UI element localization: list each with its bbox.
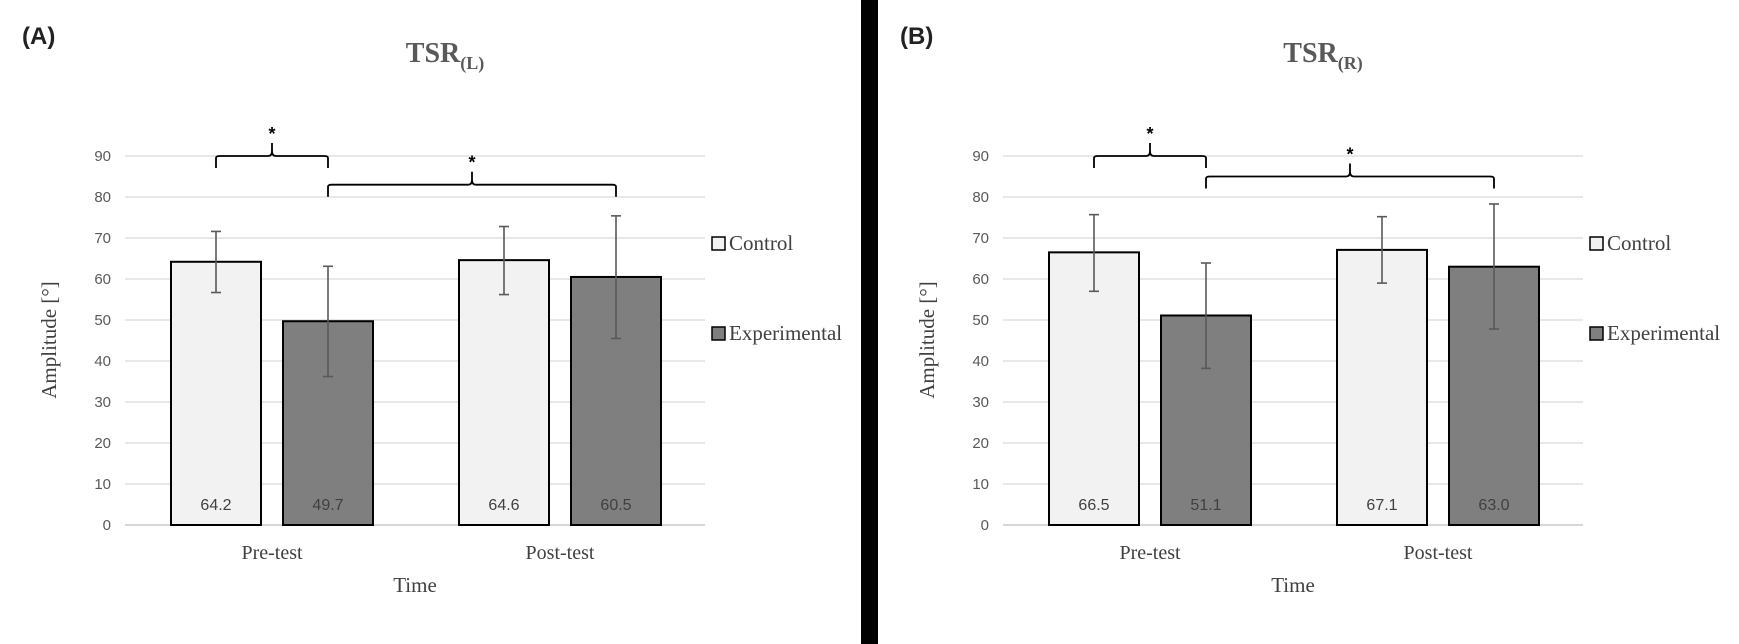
chart-panel-b: (B) TSR(R) 0 10 20 30 40 50 60 70 80 90 Time Amplitud… [878, 0, 1739, 644]
data-label-0-1: 67.1 [1366, 497, 1397, 514]
chart-panel-a: (A) TSR(L) 0 10 20 30 40 50 60 70 80 90 Time Amplitud… [0, 0, 861, 644]
y-tick-label: 40 [972, 353, 989, 370]
chart-a-svg: (A) TSR(L) 0 10 20 30 40 50 60 70 80 90 Time Amplitud… [22, 23, 842, 597]
legend-label-1: Experimental [1607, 321, 1720, 345]
y-tick-label: 20 [94, 435, 111, 452]
y-tick-label: 60 [94, 271, 111, 288]
data-label-1-1: 60.5 [600, 497, 631, 514]
y-tick-label: 50 [972, 312, 989, 329]
y-tick-label: 20 [972, 435, 989, 452]
legend-swatch-0 [1589, 236, 1604, 251]
chart-title-subscript: (R) [1338, 53, 1363, 74]
legend-swatch-0 [711, 236, 726, 251]
significance-bracket [1205, 163, 1495, 189]
chart-title-subscript: (L) [460, 53, 484, 74]
legend-label-0: Control [1607, 231, 1671, 255]
significance-marker: * [1346, 145, 1353, 165]
x-axis-title: Time [393, 573, 437, 597]
data-label-0-0: 66.5 [1078, 497, 1109, 514]
y-tick-label: 30 [972, 394, 989, 411]
y-tick-label: 70 [972, 230, 989, 247]
legend-label-0: Control [729, 231, 793, 255]
data-label-1-1: 63.0 [1478, 497, 1509, 514]
bar-0-0 [170, 260, 262, 526]
significance-marker: * [1146, 124, 1153, 144]
panel-label: (A) [22, 23, 55, 50]
y-tick-label: 10 [972, 476, 989, 493]
bar-0-1 [1336, 248, 1428, 526]
y-tick-label: 0 [103, 517, 111, 534]
significance-marker: * [268, 124, 275, 144]
data-label-0-0: 64.2 [200, 497, 231, 514]
legend-swatch-1 [711, 326, 726, 341]
data-label-1-0: 49.7 [312, 497, 343, 514]
y-axis-title: Amplitude [°] [915, 281, 939, 398]
legend-swatch-1 [1589, 326, 1604, 341]
chart-title: TSR(L) [406, 38, 484, 74]
data-label-0-1: 64.6 [488, 497, 519, 514]
y-tick-label: 80 [94, 189, 111, 206]
x-category-label: Pre-test [241, 542, 303, 564]
bar-1-0 [282, 320, 374, 527]
y-tick-label: 70 [94, 230, 111, 247]
significance-marker: * [468, 153, 475, 173]
y-tick-label: 30 [94, 394, 111, 411]
significance-bracket [215, 143, 329, 168]
bar-0-0 [1048, 251, 1140, 526]
y-tick-label: 40 [94, 353, 111, 370]
chart-title-main: TSR [1283, 38, 1338, 69]
chart-title-main: TSR [406, 38, 461, 69]
y-tick-label: 0 [981, 517, 989, 534]
significance-bracket [327, 171, 617, 197]
x-axis-title: Time [1271, 573, 1315, 597]
y-axis-title: Amplitude [°] [37, 281, 61, 398]
chart-b-svg: (B) TSR(R) 0 10 20 30 40 50 60 70 80 90 Time Amplitud… [900, 23, 1720, 597]
significance-bracket [1093, 143, 1207, 168]
x-category-label: Pre-test [1119, 542, 1181, 564]
chart-title: TSR(R) [1283, 38, 1362, 74]
y-tick-label: 10 [94, 476, 111, 493]
data-label-1-0: 51.1 [1190, 497, 1221, 514]
legend-label-1: Experimental [729, 321, 842, 345]
x-category-label: Post-test [1404, 542, 1473, 564]
panel-label: (B) [900, 23, 933, 50]
y-tick-label: 90 [972, 148, 989, 165]
x-category-label: Post-test [526, 542, 595, 564]
bar-0-1 [458, 259, 550, 526]
y-tick-label: 50 [94, 312, 111, 329]
y-tick-label: 80 [972, 189, 989, 206]
y-tick-label: 60 [972, 271, 989, 288]
y-tick-label: 90 [94, 148, 111, 165]
